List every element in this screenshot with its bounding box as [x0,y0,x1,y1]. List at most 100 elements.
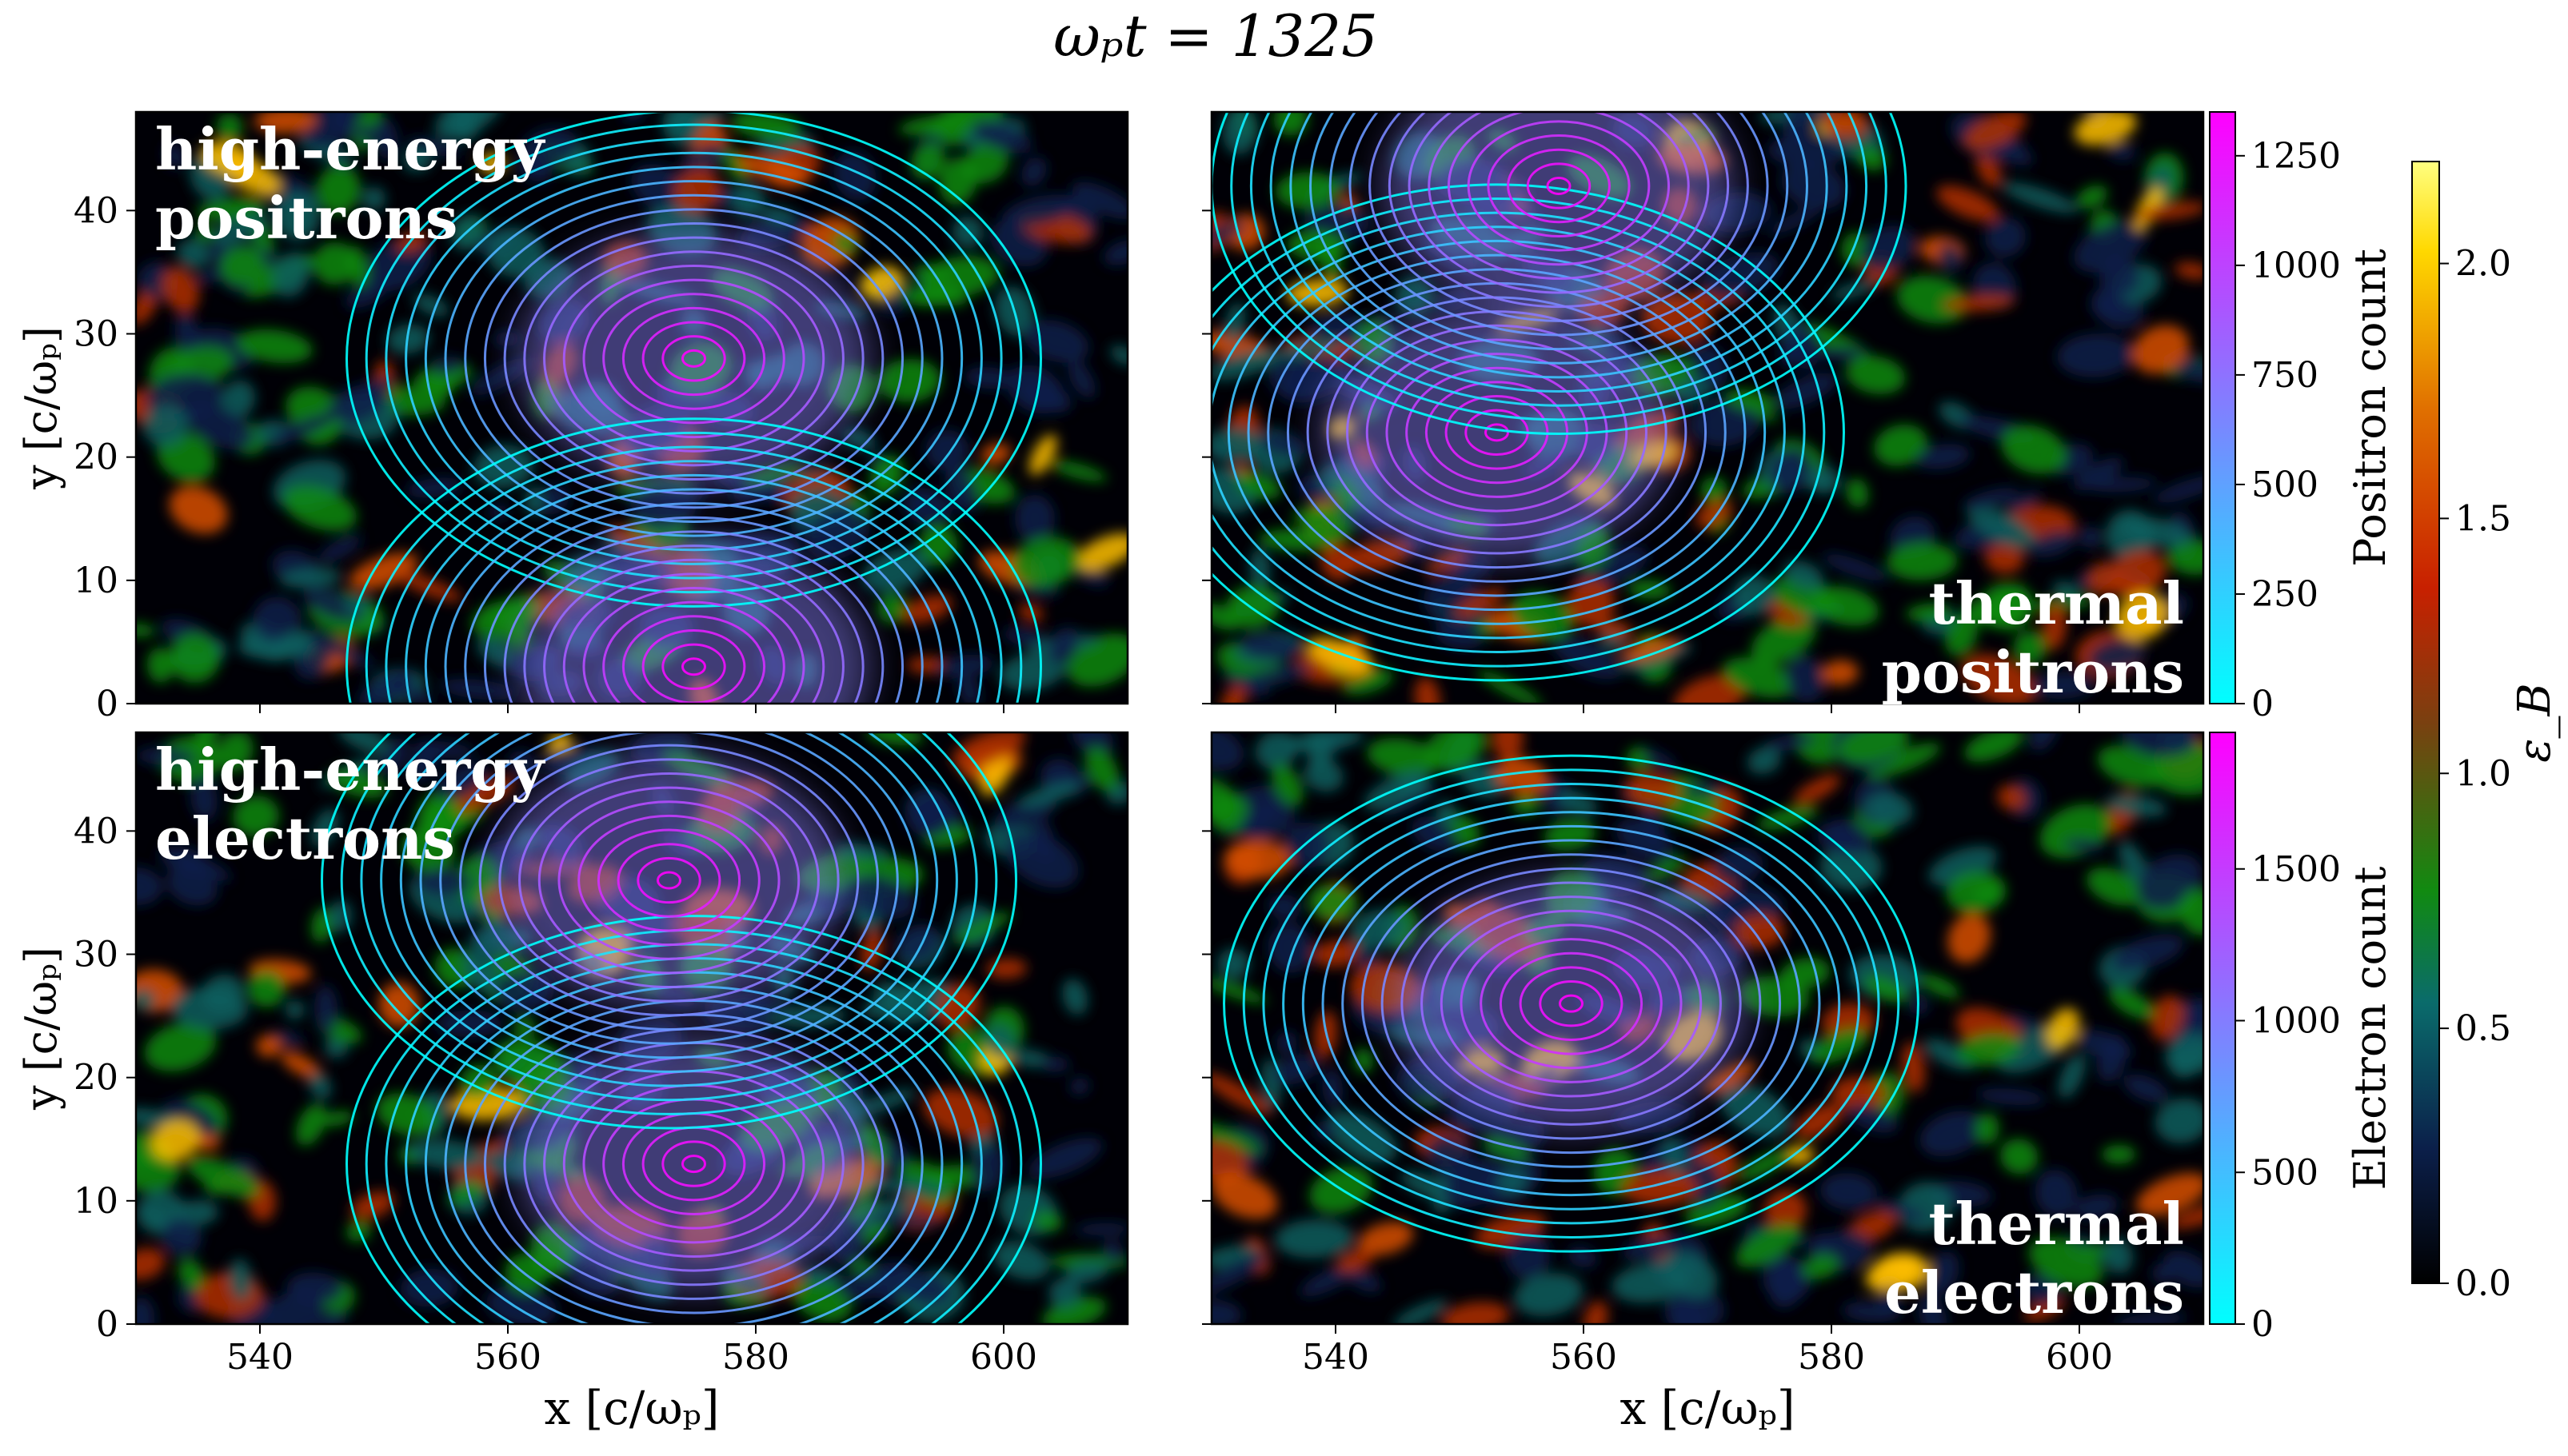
field-blob [164,143,186,169]
contour-line [661,335,726,382]
y-tick-label: 40 [74,811,118,852]
contour-line [657,871,681,890]
panel-bottom-left: 540 560 580 600 0 10 20 30 40 y [c/ωₚ] x [c/ωₚ] hig… [16,731,1129,1435]
electron-colorbar-gradient [2209,732,2236,1325]
field-blob [1821,660,1859,686]
contour-line [1309,112,1808,365]
field-blob [1350,909,1406,950]
field-blob [1785,656,1825,703]
field-blob [169,485,228,534]
field-blob [1212,1140,1248,1183]
positron-colorbar: 0 250 500 750 1000 1250 Positron count [2209,111,2395,724]
field-blob [1448,555,1493,584]
contour-line [1499,951,1643,1055]
contour-line [1262,782,1880,1225]
field-blob [1647,856,1687,880]
field-blob [270,629,313,658]
x-tick-label: 540 [1302,1337,1369,1378]
contour-line [1282,796,1860,1211]
field-blob [833,150,877,201]
contour-line [365,431,1023,704]
contour-line [1247,253,1747,612]
field-blob [1811,1027,1868,1064]
colorbar-tick-label: 0.0 [2455,1263,2511,1304]
field-blob [1919,1111,1985,1157]
field-blob [389,680,434,704]
contour-line [1212,225,1786,640]
field-blob [1275,1219,1353,1259]
contour-line [1365,338,1628,527]
field-blob [1763,733,1816,752]
field-blob [1312,940,1362,967]
field-blob [2073,457,2124,491]
panel-label-line2: electrons [155,804,455,872]
field-blob [1353,1048,1374,1073]
field-blob [860,265,902,299]
field-blob [493,970,555,1012]
contour-line [1341,839,1801,1168]
field-blob [1020,157,1047,187]
colorbar-tick-label: 750 [2251,355,2318,396]
contour-line [602,600,785,704]
field-blob [1673,674,1747,704]
contour-line [405,151,983,565]
contour-line [365,123,1023,594]
field-blob [216,114,243,142]
contour-line [597,828,741,932]
field-blob [136,748,195,766]
colorbar-tick-label: 0 [2251,684,2274,724]
field-blob [174,313,200,357]
field-blob [2170,1204,2203,1229]
electron-colorbar-ticks: 0 500 1000 1500 [2235,849,2341,1345]
y-tick-label: 10 [74,1181,118,1222]
contour-line [621,615,766,704]
field-blob [1306,732,1333,769]
field-blob [1846,478,1869,509]
contour-line [345,112,1042,608]
contour-line [582,587,805,704]
field-blob [2135,1172,2203,1216]
contour-line [1484,423,1509,442]
field-blob [470,357,531,396]
field-blob [970,1144,1005,1192]
field-blob [1915,443,1971,469]
field-blob [1975,151,2002,188]
field-blob [396,230,428,253]
y-tick-label: 20 [74,1058,118,1099]
field-blob [318,535,362,563]
field-blob [201,141,254,176]
field-blob [1807,475,1831,491]
panel-label-line2: positrons [155,184,457,252]
field-blob [1906,603,1952,622]
electron-colorbar-label: Electron count [2345,866,2395,1190]
field-blob [447,1181,485,1206]
x-tick-label: 560 [1550,1337,1617,1378]
field-blob [799,1268,844,1285]
field-blob [212,212,268,245]
field-blob [1584,1301,1608,1324]
field-blob [1249,548,1270,590]
field-blob [2086,867,2143,906]
field-blob [1999,1139,2039,1175]
x-tick-label: 600 [2046,1337,2113,1378]
field-blob [773,1005,847,1027]
field-blob [1217,947,1250,979]
field-blob [1017,781,1081,808]
field-blob [415,868,471,897]
field-blob [2058,1054,2086,1099]
field-blob [1367,737,1440,777]
field-blob [310,907,334,943]
field-blob [136,624,156,637]
colorbar-tick-label: 1500 [2251,849,2341,890]
field-blob [2150,744,2203,796]
field-blob [2118,841,2149,885]
field-blob [984,1024,1016,1059]
field-blob [2028,530,2077,557]
field-blob [2106,795,2167,817]
contour-line [399,732,939,1073]
field-blob [2167,539,2203,576]
contour-line [582,278,805,439]
contour-line [1267,268,1727,597]
